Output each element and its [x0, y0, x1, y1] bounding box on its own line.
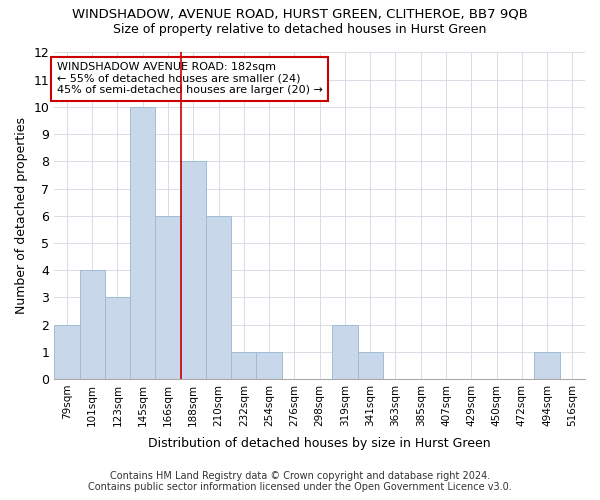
- Bar: [54, 324, 80, 379]
- Bar: [256, 352, 282, 379]
- Bar: [332, 324, 358, 379]
- Bar: [181, 162, 206, 379]
- X-axis label: Distribution of detached houses by size in Hurst Green: Distribution of detached houses by size …: [148, 437, 491, 450]
- Bar: [206, 216, 231, 379]
- Bar: [105, 298, 130, 379]
- Text: Size of property relative to detached houses in Hurst Green: Size of property relative to detached ho…: [113, 22, 487, 36]
- Bar: [130, 107, 155, 379]
- Text: Contains HM Land Registry data © Crown copyright and database right 2024.
Contai: Contains HM Land Registry data © Crown c…: [88, 471, 512, 492]
- Text: WINDSHADOW, AVENUE ROAD, HURST GREEN, CLITHEROE, BB7 9QB: WINDSHADOW, AVENUE ROAD, HURST GREEN, CL…: [72, 8, 528, 20]
- Bar: [80, 270, 105, 379]
- Bar: [358, 352, 383, 379]
- Bar: [535, 352, 560, 379]
- Bar: [231, 352, 256, 379]
- Text: WINDSHADOW AVENUE ROAD: 182sqm
← 55% of detached houses are smaller (24)
45% of : WINDSHADOW AVENUE ROAD: 182sqm ← 55% of …: [57, 62, 323, 96]
- Y-axis label: Number of detached properties: Number of detached properties: [15, 117, 28, 314]
- Bar: [155, 216, 181, 379]
